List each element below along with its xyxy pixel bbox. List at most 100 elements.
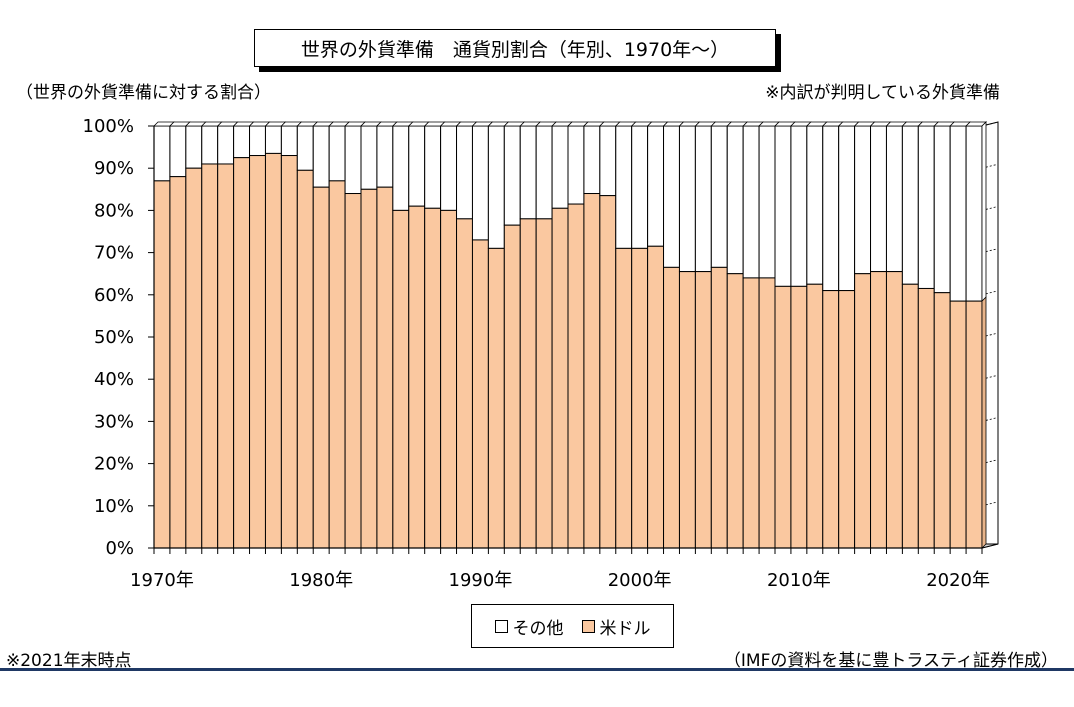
- bar-other-2004: [694, 125, 712, 273]
- bar-other-1970: [153, 125, 171, 182]
- gridline-80: [981, 206, 999, 211]
- bar-other-2018: [917, 125, 935, 289]
- bar-other-1995: [551, 125, 569, 209]
- bar-usd-2014: [854, 273, 872, 549]
- bar-usd-2012: [822, 290, 840, 549]
- bar-usd-1976: [249, 155, 266, 549]
- bar-other-2011: [806, 125, 824, 285]
- x-tick-label-1: 1980年: [289, 570, 353, 591]
- bar-usd-1996: [567, 203, 585, 549]
- bar-usd-2019: [933, 292, 951, 549]
- bar-other-2007: [742, 125, 760, 279]
- x-tick-label-3: 2000年: [608, 570, 672, 591]
- bar-other-1997: [583, 125, 601, 195]
- bar-other-2010: [790, 125, 808, 287]
- y-tick-label-60: 60%: [94, 285, 134, 306]
- bar-other-1974: [217, 125, 235, 165]
- bar-usd-1981: [328, 180, 346, 549]
- bar-other-1976: [249, 125, 266, 157]
- y-tick-label-30: 30%: [94, 411, 134, 432]
- bar-other-1988: [440, 125, 458, 211]
- gridline-90: [981, 163, 999, 169]
- bar-usd-2002: [663, 266, 680, 549]
- bar-other-2016: [885, 125, 903, 273]
- bar-usd-2007: [742, 277, 760, 549]
- bar-other-2019: [933, 125, 951, 294]
- bar-other-1985: [392, 125, 410, 211]
- bar-usd-1971: [169, 176, 187, 549]
- bar-usd-1978: [280, 155, 298, 549]
- x-tick-label-4: 2010年: [767, 570, 831, 591]
- y-tick-label-0: 0%: [105, 538, 134, 559]
- scope-note: ※内訳が判明している外貨準備: [765, 83, 1000, 103]
- bottom-rule: [0, 668, 1074, 671]
- bar-other-2014: [854, 125, 872, 275]
- legend-swatch-usd: [581, 619, 595, 633]
- bar-usd-1974: [217, 163, 235, 549]
- legend-label-usd: 米ドル: [599, 618, 651, 639]
- bar-other-1992: [503, 125, 521, 226]
- gridline-70: [981, 248, 999, 253]
- stacked-bar-chart: 0%10%20%30%40%50%60%70%80%90%100% 1970年 1…: [83, 116, 999, 591]
- legend-item-other: その他: [494, 614, 564, 639]
- bar-other-1993: [519, 125, 537, 220]
- bar-other-2021: [965, 125, 983, 302]
- bar-usd-1982: [344, 193, 362, 549]
- legend: その他 米ドル: [471, 604, 674, 648]
- bar-side-usd: [981, 296, 987, 549]
- chart-title: 世界の外貨準備 通貨別割合（年別、1970年～）: [254, 29, 776, 67]
- bar-other-1980: [312, 125, 330, 188]
- bar-other-1990: [471, 125, 489, 241]
- bar-usd-2004: [694, 271, 712, 549]
- bar-usd-1973: [201, 163, 219, 549]
- bar-other-2002: [663, 125, 680, 268]
- bar-other-1981: [328, 125, 346, 182]
- bar-other-1989: [456, 125, 473, 220]
- bar-other-1999: [615, 125, 633, 249]
- gridline-30: [981, 417, 999, 422]
- bar-other-1977: [264, 125, 282, 154]
- y-tick-label-20: 20%: [94, 454, 134, 475]
- bar-other-1991: [487, 125, 505, 249]
- bar-usd-1986: [408, 205, 426, 549]
- bar-usd-1998: [599, 195, 617, 549]
- y-tick-labels: 0% 10% 20% 30% 40% 50% 60% 70% 80% 90% 100%: [83, 116, 134, 559]
- bars: [153, 121, 987, 549]
- bar-side-other: [981, 121, 987, 303]
- bar-other-2008: [758, 125, 776, 279]
- bar-other-2017: [901, 125, 919, 285]
- bar-usd-1995: [551, 207, 569, 549]
- bar-usd-1980: [312, 186, 330, 549]
- bar-other-1973: [201, 125, 219, 165]
- bar-usd-2017: [901, 283, 919, 549]
- bar-other-2006: [726, 125, 744, 275]
- bar-usd-2009: [774, 285, 792, 549]
- bar-other-1987: [424, 125, 442, 209]
- chart-subtitle: （世界の外貨準備に対する割合）: [16, 83, 271, 103]
- bar-usd-2020: [949, 300, 967, 549]
- gridline-100: [981, 121, 999, 127]
- axes: [148, 125, 983, 554]
- bar-other-1996: [567, 125, 585, 205]
- bar-other-2015: [870, 125, 887, 273]
- gridline-20: [981, 459, 999, 464]
- bar-usd-2001: [647, 245, 665, 549]
- bar-other-2020: [949, 125, 967, 302]
- bar-usd-2003: [678, 271, 696, 549]
- bar-usd-1983: [360, 188, 378, 549]
- bar-other-1983: [360, 125, 378, 190]
- legend-swatch-other: [494, 619, 508, 633]
- bar-other-1979: [296, 125, 314, 171]
- bar-usd-1984: [376, 186, 394, 549]
- bar-other-1971: [169, 125, 187, 178]
- bar-usd-1990: [471, 239, 489, 549]
- bar-usd-2005: [710, 266, 728, 549]
- footnote-date: ※2021年末時点: [6, 651, 132, 671]
- x-tick-label-2: 1990年: [449, 570, 513, 591]
- bar-usd-2010: [790, 285, 808, 549]
- bar-other-2005: [710, 125, 728, 268]
- bar-other-2003: [678, 125, 696, 273]
- bar-usd-1991: [487, 247, 505, 549]
- y-tick-label-90: 90%: [94, 158, 134, 179]
- y-tick-label-80: 80%: [94, 200, 134, 221]
